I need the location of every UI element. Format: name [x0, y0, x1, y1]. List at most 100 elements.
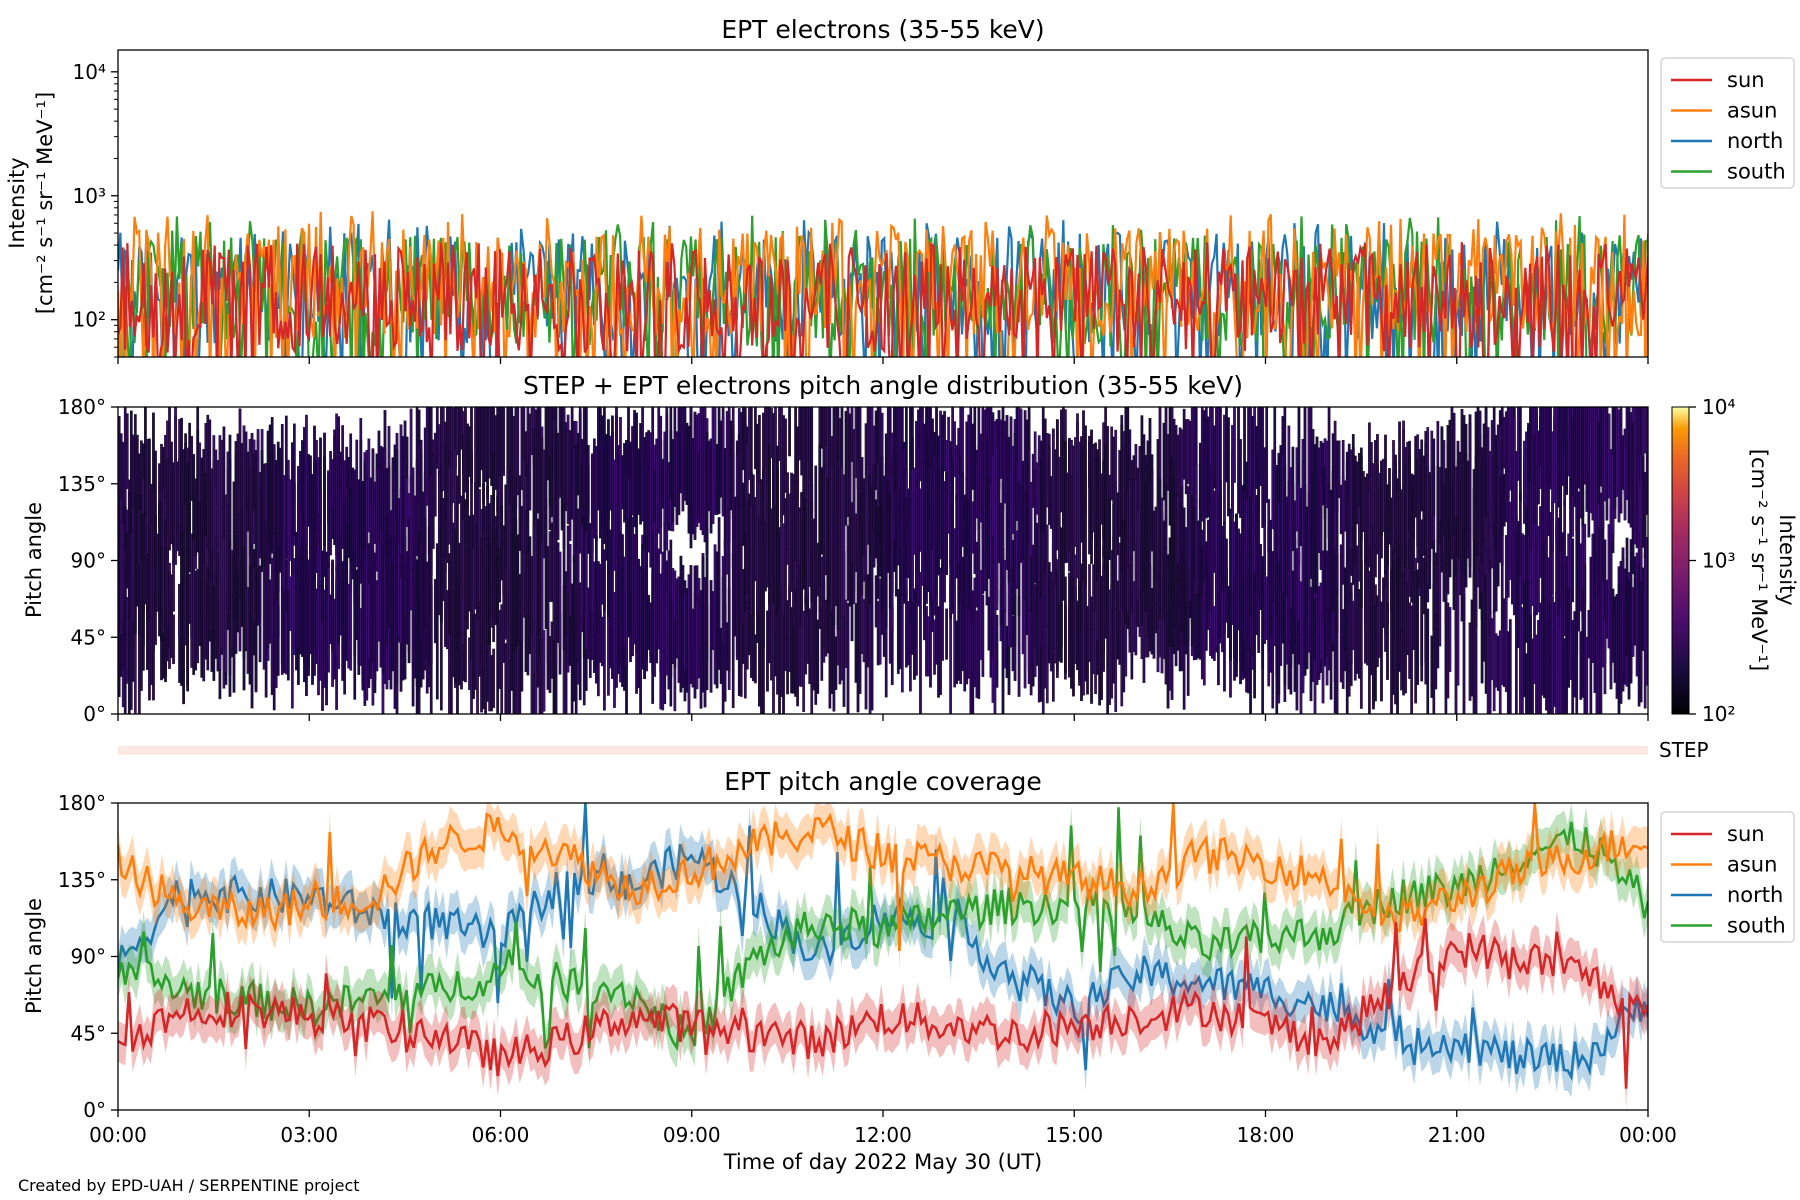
pad-cell — [458, 407, 461, 504]
coverage-x-tick-label-4: 12:00 — [854, 1123, 912, 1147]
coverage-series-group — [118, 803, 1648, 1110]
pad-cell — [1468, 423, 1472, 560]
pad-cell — [717, 517, 721, 653]
coverage-x-tick-label-3: 09:00 — [663, 1123, 721, 1147]
coverage-y-tick-label-3: 135° — [58, 868, 106, 892]
coverage-legend-label-south: south — [1727, 914, 1786, 938]
pad-cell — [1448, 607, 1452, 672]
pad-cell — [1462, 594, 1466, 714]
pad-cell — [945, 608, 948, 660]
pad-cell — [852, 429, 856, 592]
pad-cell — [319, 489, 322, 550]
pad-cell — [1029, 481, 1033, 559]
pad-cell — [816, 619, 820, 694]
pad-cell — [244, 509, 248, 649]
coverage-x-tick-label-2: 06:00 — [472, 1123, 530, 1147]
coverage-x-axis-label: Time of day 2022 May 30 (UT) — [723, 1150, 1042, 1174]
step-coverage-bar — [118, 746, 1648, 755]
pad-cell — [1323, 466, 1327, 592]
pad-cell — [842, 474, 846, 617]
coverage-x-tick-label-7: 21:00 — [1428, 1123, 1486, 1147]
coverage-series-south — [118, 807, 1648, 1052]
intensity-legend-label-sun: sun — [1727, 68, 1765, 92]
intensity-panel-title: EPT electrons (35-55 keV) — [721, 15, 1044, 44]
pad-cell — [1645, 407, 1648, 515]
pad-cell — [321, 550, 324, 621]
pad-cell — [969, 517, 973, 617]
colorbar-unit: [cm⁻² s⁻¹ sr⁻¹ MeV⁻¹] — [1747, 449, 1771, 671]
pad-cell — [433, 432, 437, 517]
coverage-x-tick-label-6: 18:00 — [1237, 1123, 1295, 1147]
pad-cell — [502, 407, 506, 476]
coverage-legend-label-sun: sun — [1727, 822, 1765, 846]
pad-cell — [540, 542, 544, 640]
pad-y-tick-label-4: 180° — [58, 395, 106, 419]
pad-cell — [349, 570, 353, 671]
intensity-y-tick-label-0: 10² — [73, 308, 106, 332]
pad-cell — [977, 445, 981, 600]
pad-cell — [1416, 569, 1420, 685]
pad-cell — [603, 549, 606, 612]
coverage-y-tick-label-0: 0° — [83, 1098, 106, 1122]
pad-cell — [1227, 417, 1230, 517]
coverage-y-tick-label-4: 180° — [58, 791, 106, 815]
pad-cell — [846, 603, 850, 714]
pad-cell — [1500, 407, 1504, 536]
intensity-x-ticks — [117, 357, 1649, 364]
pad-y-axis-label: Pitch angle — [22, 502, 46, 618]
pad-cell — [172, 614, 175, 665]
intensity-y-axis-unit: [cm⁻² s⁻¹ sr⁻¹ MeV⁻¹] — [33, 92, 57, 314]
pad-cell — [1001, 482, 1005, 579]
pad-cell — [1386, 602, 1389, 680]
coverage-band-south — [118, 803, 1648, 1069]
pad-cell — [1514, 451, 1518, 536]
pad-cell — [528, 413, 532, 511]
coverage-panel-title: EPT pitch angle coverage — [724, 767, 1042, 796]
pad-panel: STEP + EPT electrons pitch angle distrib… — [22, 371, 1799, 726]
pad-cell — [435, 543, 439, 700]
pad-cell — [516, 407, 520, 496]
pad-cell — [170, 574, 173, 655]
intensity-y-tick-label-1: 10³ — [73, 184, 106, 208]
pad-cell — [981, 594, 985, 677]
pad-cell — [1335, 440, 1339, 594]
pad-cell — [345, 524, 349, 641]
coverage-panel: EPT pitch angle coverage 0° 45° 90° 135° 180… — [22, 767, 1795, 1174]
coverage-series-asun — [118, 803, 1648, 951]
footer-credit: Created by EPD-UAH / SERPENTINE project — [18, 1176, 360, 1195]
pad-heatmap — [118, 407, 1648, 714]
pad-cell — [1398, 421, 1401, 545]
pad-y-tick-label-1: 45° — [71, 625, 106, 649]
pad-cell — [814, 465, 818, 612]
pad-cell — [492, 648, 496, 708]
pad-y-ticks: 0° 45° 90° 135° 180° — [58, 395, 118, 726]
pad-cell — [258, 567, 262, 663]
pad-cell — [1585, 636, 1589, 714]
pad-cell — [1508, 619, 1512, 714]
pad-cell — [973, 505, 977, 575]
pad-cell — [1084, 476, 1087, 586]
pad-cell — [1319, 475, 1323, 553]
intensity-legend: sun asun north south — [1660, 57, 1795, 189]
intensity-legend-label-asun: asun — [1727, 99, 1777, 123]
intensity-y-ticks: 10² 10³ 10⁴ — [73, 60, 118, 358]
pad-cell — [276, 548, 280, 638]
pad-cell — [546, 546, 550, 663]
pad-cell — [727, 508, 731, 671]
pad-cell — [1108, 497, 1112, 560]
pad-cell — [323, 456, 326, 546]
colorbar — [1671, 406, 1690, 715]
colorbar-label: Intensity — [1775, 514, 1799, 605]
pad-cell — [405, 436, 409, 485]
pad-cell — [313, 528, 316, 647]
coverage-y-tick-label-2: 90° — [71, 945, 106, 969]
coverage-legend-label-asun: asun — [1727, 853, 1777, 877]
pad-cell — [1239, 439, 1242, 518]
pad-cell — [1150, 469, 1154, 552]
pad-cell — [870, 588, 874, 711]
pad-cell — [754, 634, 757, 684]
pad-cell — [1003, 559, 1007, 612]
pad-cell — [1257, 455, 1261, 596]
colorbar-tick-label-2: 10⁴ — [1702, 395, 1735, 419]
